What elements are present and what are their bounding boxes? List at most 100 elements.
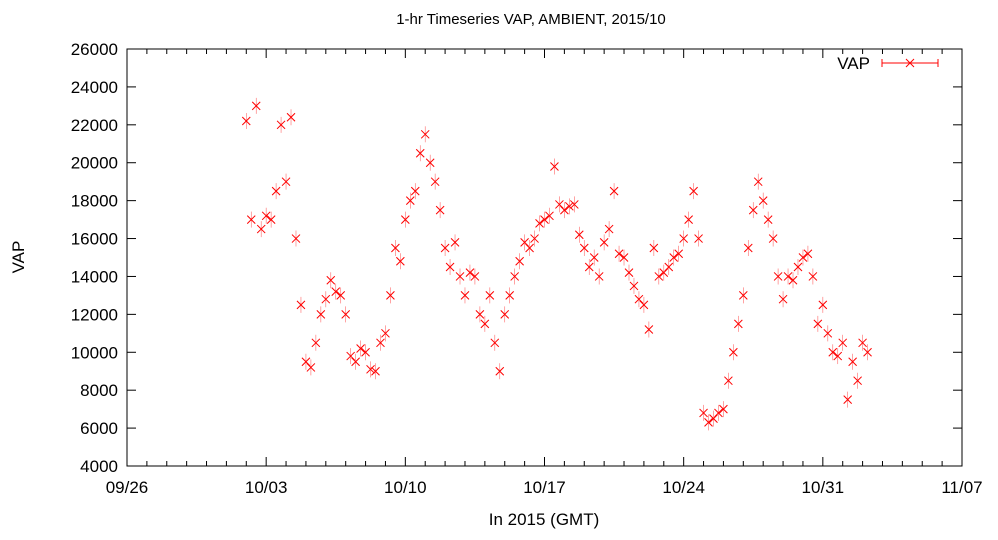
marker-stroke	[729, 347, 738, 357]
data-point	[425, 154, 435, 171]
data-point	[793, 258, 803, 275]
marker-stroke	[778, 294, 788, 304]
marker-stroke	[793, 262, 803, 272]
data-point	[664, 258, 674, 275]
marker-stroke	[291, 234, 301, 243]
data-point	[803, 245, 813, 262]
marker-stroke	[241, 116, 251, 126]
marker-stroke	[286, 112, 296, 122]
marker-stroke	[848, 357, 858, 367]
marker-stroke	[276, 120, 286, 130]
data-point	[316, 306, 326, 323]
marker-stroke	[490, 338, 500, 348]
marker-stroke	[465, 268, 475, 278]
data-point	[729, 344, 738, 361]
marker-stroke	[679, 234, 689, 243]
marker-stroke	[450, 237, 460, 247]
marker-stroke	[550, 162, 559, 171]
marker-stroke	[445, 262, 455, 272]
marker-stroke	[321, 294, 331, 304]
data-point	[778, 291, 788, 308]
marker-stroke	[296, 300, 306, 310]
data-point	[853, 372, 862, 389]
marker-stroke	[773, 272, 783, 281]
data-point	[783, 268, 793, 285]
marker-stroke	[371, 366, 380, 376]
data-point	[261, 207, 271, 224]
marker-stroke	[843, 395, 853, 405]
data-point	[619, 249, 629, 266]
marker-stroke	[266, 215, 276, 224]
marker-stroke	[455, 272, 465, 281]
data-point	[505, 287, 515, 304]
marker-stroke	[261, 211, 271, 221]
marker-stroke	[724, 376, 733, 386]
x-axis-label: In 2015 (GMT)	[489, 510, 600, 529]
data-point	[311, 334, 321, 351]
marker-stroke	[828, 347, 838, 357]
data-point	[694, 230, 703, 247]
marker-stroke	[758, 196, 768, 205]
data-point	[415, 145, 425, 162]
marker-stroke	[753, 177, 763, 187]
marker-stroke	[381, 328, 390, 338]
data-point	[241, 113, 251, 130]
marker-stroke	[674, 249, 684, 259]
data-point	[773, 268, 783, 285]
y-tick-label: 14000	[71, 267, 118, 286]
data-point	[798, 249, 808, 266]
data-point	[863, 344, 872, 361]
data-point	[410, 183, 420, 200]
marker-stroke	[301, 357, 311, 367]
data-point	[440, 240, 450, 257]
marker-stroke	[510, 272, 520, 281]
marker-stroke	[569, 200, 579, 209]
y-tick-label: 8000	[80, 381, 118, 400]
x-tick-label: 11/07	[941, 478, 982, 497]
marker-stroke	[475, 310, 485, 319]
data-point	[296, 296, 306, 313]
marker-stroke	[564, 201, 574, 211]
data-point	[604, 221, 614, 238]
data-point	[748, 202, 758, 219]
marker-stroke	[435, 205, 445, 215]
data-point	[639, 296, 649, 313]
data-point	[455, 268, 465, 285]
marker-stroke	[813, 319, 823, 329]
marker-stroke	[500, 310, 510, 319]
data-point	[271, 183, 281, 200]
data-point	[599, 234, 609, 251]
data-point	[346, 348, 356, 365]
data-point	[724, 372, 733, 389]
data-point	[286, 109, 296, 126]
marker-stroke	[361, 347, 370, 357]
marker-stroke	[863, 347, 872, 357]
marker-stroke	[669, 253, 679, 262]
marker-stroke	[555, 200, 564, 209]
marker-stroke	[311, 338, 321, 348]
marker-stroke	[415, 148, 425, 158]
data-point	[594, 268, 604, 285]
marker-stroke	[386, 291, 395, 300]
data-point	[629, 277, 639, 294]
data-point	[555, 196, 564, 213]
data-markers	[241, 97, 872, 431]
data-point	[520, 234, 529, 251]
data-point	[560, 202, 569, 219]
marker-stroke	[306, 363, 316, 372]
data-point	[833, 348, 843, 365]
data-point	[386, 287, 395, 304]
marker-stroke	[818, 300, 828, 310]
marker-stroke	[763, 215, 773, 224]
marker-stroke	[579, 243, 589, 253]
data-point	[251, 97, 261, 114]
legend-x	[905, 58, 915, 68]
marker-stroke	[540, 215, 549, 224]
data-point	[763, 211, 773, 228]
marker-stroke	[256, 224, 266, 234]
marker-stroke	[634, 294, 644, 304]
marker-stroke	[425, 158, 435, 168]
chart-title: 1-hr Timeseries VAP, AMBIENT, 2015/10	[396, 11, 666, 28]
marker-stroke	[281, 177, 291, 187]
marker-stroke	[271, 186, 281, 196]
